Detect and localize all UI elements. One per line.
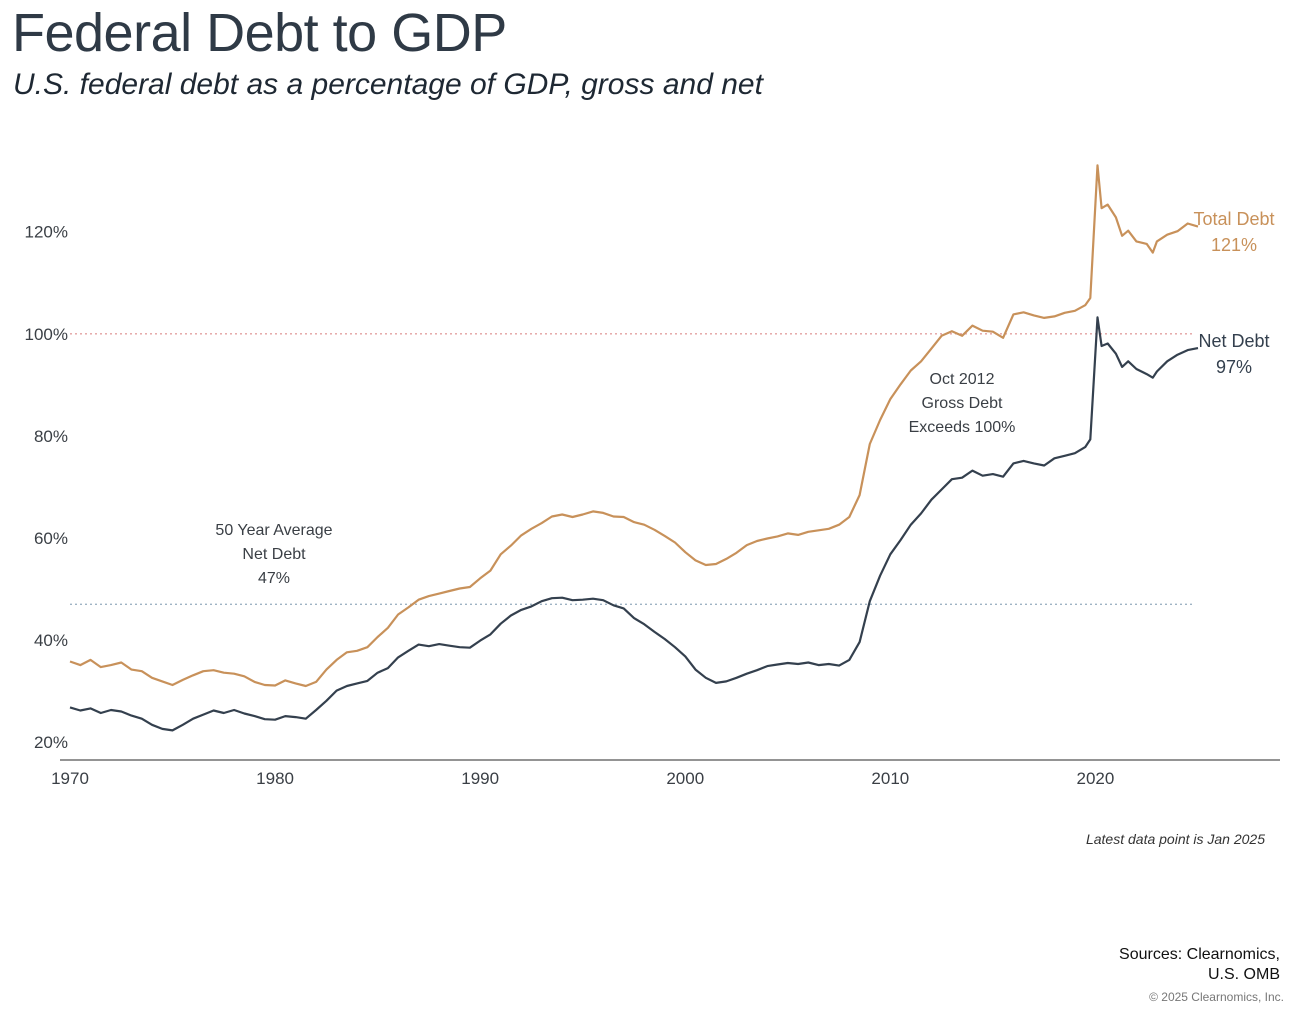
copyright: © 2025 Clearnomics, Inc. [1149,990,1284,1004]
y-tick-label: 100% [25,325,68,344]
total-debt-series-label: Total Debt [1193,209,1274,229]
sources-block: Sources: Clearnomics, U.S. OMB [1119,945,1280,985]
x-tick-label: 1980 [256,769,294,788]
latest-data-note: Latest data point is Jan 2025 [1085,831,1265,847]
total-debt-end-value: 121% [1211,235,1257,255]
x-tick-label: 2010 [871,769,909,788]
chart-title: Federal Debt to GDP [12,3,507,63]
annotation-oct2012-line: Oct 2012 [930,371,995,388]
annotation-avg-line: Net Debt [242,546,306,563]
y-tick-label: 20% [34,733,68,752]
x-tick-label: 2000 [666,769,704,788]
annotation-oct2012-line: Gross Debt [922,395,1003,412]
y-tick-label: 60% [34,529,68,548]
y-tick-label: 120% [25,223,68,242]
sources-line-2: U.S. OMB [1207,966,1280,983]
annotation-oct2012-line: Exceeds 100% [909,419,1016,436]
y-tick-label: 40% [34,631,68,650]
chart-subtitle: U.S. federal debt as a percentage of GDP… [13,68,763,101]
annotation-avg-line: 50 Year Average [215,522,332,539]
sources-line-1: Sources: Clearnomics, [1119,946,1280,963]
y-tick-label: 80% [34,427,68,446]
total-debt-line [69,164,1199,688]
x-tick-label: 2020 [1077,769,1115,788]
net-debt-series-label: Net Debt [1198,331,1269,351]
x-tick-label: 1990 [461,769,499,788]
net-debt-line [69,316,1199,732]
x-tick-label: 1970 [51,769,89,788]
annotation-avg-line: 47% [258,570,290,587]
net-debt-end-value: 97% [1216,357,1252,377]
